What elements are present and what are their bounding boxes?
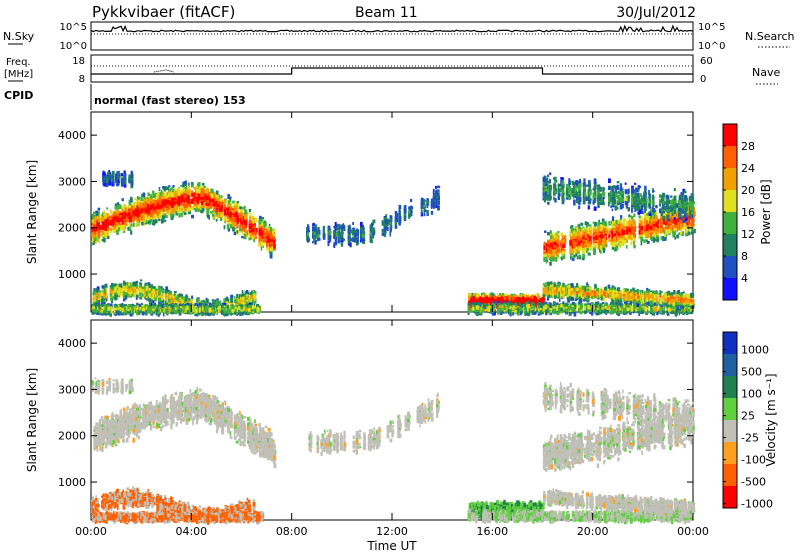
colorbar-segment xyxy=(723,234,737,256)
colorbar-tick-label: 28 xyxy=(741,140,755,153)
power-colorbar-label: Power [dB] xyxy=(759,179,773,244)
noise-traces xyxy=(91,26,693,34)
noise-sky-label: N.Sky xyxy=(3,30,35,43)
noise-sky-trace xyxy=(91,26,693,32)
x-tick-label: 20:00 xyxy=(577,525,609,538)
beam-title: Beam 11 xyxy=(355,5,418,21)
y-tick-label: 3000 xyxy=(58,383,86,396)
colorbar-tick-label: -500 xyxy=(741,476,766,489)
colorbar-segment xyxy=(723,486,737,508)
colorbar-segment xyxy=(723,398,737,420)
freq-label-1: Freq. xyxy=(6,57,31,68)
colorbar-tick-label: 24 xyxy=(741,162,755,175)
colorbar-segment xyxy=(723,354,737,376)
colorbar-tick-label: 1000 xyxy=(741,344,769,357)
power-panel-frame xyxy=(91,112,693,312)
noise-panel-frame xyxy=(91,22,693,50)
colorbar-segment xyxy=(723,146,737,168)
colorbar-segment xyxy=(723,278,737,300)
colorbar-segment xyxy=(723,442,737,464)
colorbar-segment xyxy=(723,256,737,278)
colorbar-tick-label: 20 xyxy=(741,184,755,197)
colorbar-segment xyxy=(723,420,737,442)
noise-right-tick-high: 10^5 xyxy=(698,22,725,33)
nave-tick-low: 0 xyxy=(700,74,706,85)
cpid-mode: normal (fast stereo) 153 xyxy=(94,94,246,107)
colorbar-segment xyxy=(723,124,737,146)
station-title: Pykkvibaer (fitACF) xyxy=(92,3,235,21)
y-tick-label: 4000 xyxy=(58,129,86,142)
freq-tick-high: 18 xyxy=(72,56,85,67)
power-ylabel: Slant Range [km] xyxy=(25,160,39,264)
colorbar-tick-label: 8 xyxy=(741,250,748,263)
velocity-ylabel: Slant Range [km] xyxy=(25,368,39,472)
x-tick-label: 12:00 xyxy=(376,525,408,538)
colorbar-tick-label: -100 xyxy=(741,454,766,467)
noise-right-tick-low: 10^0 xyxy=(698,41,725,52)
colorbar-segment xyxy=(723,190,737,212)
nave-label: Nave xyxy=(752,66,780,79)
y-tick-label: 4000 xyxy=(58,337,86,350)
noise-left-tick-low: 10^0 xyxy=(60,41,87,52)
colorbar-tick-label: -25 xyxy=(741,432,759,445)
y-tick-label: 1000 xyxy=(58,476,86,489)
x-tick-label: 00:00 xyxy=(75,525,107,538)
y-tick-label: 2000 xyxy=(58,222,86,235)
freq-tick-low: 8 xyxy=(79,74,85,85)
freq-trace xyxy=(91,68,693,74)
colorbar-segment xyxy=(723,376,737,398)
y-tick-label: 1000 xyxy=(58,268,86,281)
nave-tick-high: 60 xyxy=(700,56,713,67)
colorbar-tick-label: 500 xyxy=(741,366,762,379)
date-title: 30/Jul/2012 xyxy=(616,5,696,21)
colorbar-segment xyxy=(723,332,737,354)
nave-dip xyxy=(154,70,174,72)
colorbar-tick-label: 100 xyxy=(741,388,762,401)
noise-left-tick-high: 10^5 xyxy=(60,22,87,33)
x-tick-label: 16:00 xyxy=(476,525,508,538)
colorbar-tick-label: 12 xyxy=(741,228,755,241)
freq-label-2: [MHz] xyxy=(4,69,33,80)
freq-traces xyxy=(91,66,693,74)
colorbar-tick-label: 25 xyxy=(741,410,755,423)
colorbar-tick-label: 4 xyxy=(741,272,748,285)
colorbar-segment xyxy=(723,464,737,486)
colorbar-segment xyxy=(723,168,737,190)
x-axis-label: Time UT xyxy=(366,539,417,553)
power-colorbar: 4 8 12 16 20 24 28 xyxy=(723,124,755,300)
y-tick-label: 3000 xyxy=(58,175,86,188)
x-tick-label: 08:00 xyxy=(276,525,308,538)
y-tick-label: 2000 xyxy=(58,430,86,443)
noise-search-label: N.Search xyxy=(745,30,795,43)
velocity-colorbar-label: Velocity [m s⁻¹] xyxy=(764,373,778,466)
colorbar-tick-label: 16 xyxy=(741,206,755,219)
x-tick-label: 00:00 xyxy=(677,525,709,538)
x-tick-label: 04:00 xyxy=(175,525,207,538)
colorbar-tick-label: -1000 xyxy=(741,498,773,511)
colorbar-segment xyxy=(723,212,737,234)
cpid-label: CPID xyxy=(4,89,33,102)
